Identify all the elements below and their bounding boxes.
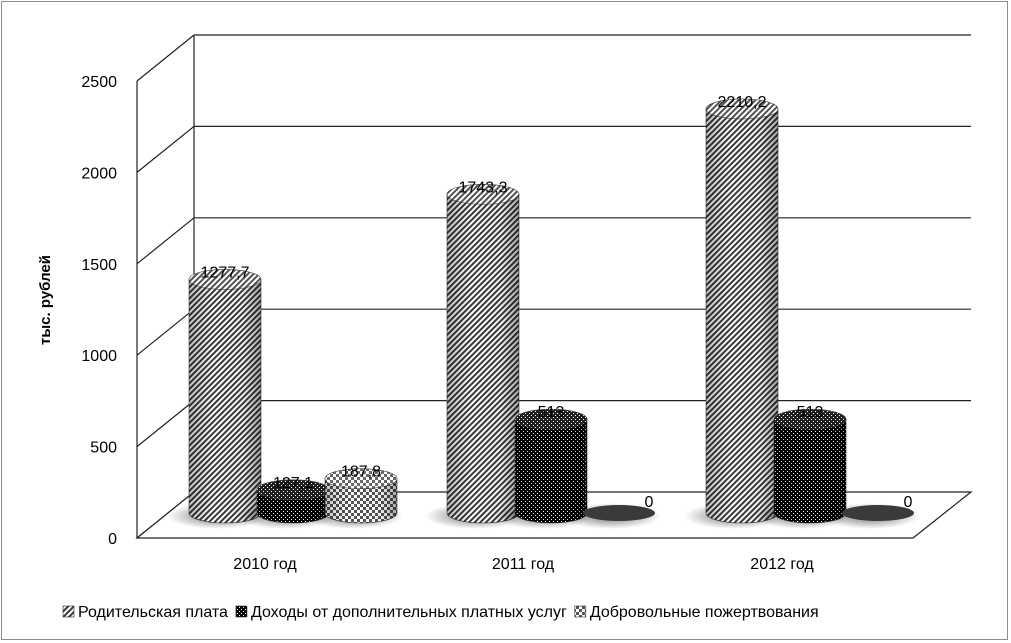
data-label: 127,1 — [273, 475, 313, 492]
legend-item: Родительская плата — [62, 604, 228, 621]
legend-label: Родительская плата — [78, 604, 228, 621]
bar-top — [773, 408, 847, 430]
bar-top — [324, 468, 398, 489]
gridline-side — [136, 125, 195, 173]
gridline-side — [136, 34, 195, 82]
bar-top-highlight — [257, 479, 329, 500]
data-label: 1277,7 — [201, 264, 250, 281]
bar: 0 — [820, 494, 920, 529]
bar: 513 — [752, 404, 852, 529]
data-label: 187,8 — [341, 464, 381, 481]
legend-label: Доходы от дополнительных платных услуг — [251, 604, 567, 621]
y-tick-label: 2000 — [81, 165, 117, 182]
legend-swatch — [62, 605, 75, 618]
gridline-side — [136, 400, 195, 448]
y-tick-label: 1000 — [81, 348, 117, 365]
legend-swatch — [574, 605, 587, 618]
bar: 1743,3 — [425, 179, 525, 529]
y-tick-label: 0 — [108, 531, 117, 548]
bar-top — [705, 98, 779, 120]
bar-top-highlight — [706, 98, 778, 119]
bar-top-highlight — [774, 409, 846, 430]
bar-shading — [447, 194, 519, 523]
data-label: 0 — [645, 494, 654, 511]
bars-layer: 1277,7 127,1 187,8 1743,3 513 0 2210,2 513 0 — [167, 94, 920, 529]
data-label: 0 — [904, 494, 913, 511]
data-label: 513 — [538, 404, 565, 421]
legend-item: Добровольные пожертвования — [574, 604, 819, 621]
y-axis-title: тыс. рублей — [37, 255, 54, 345]
bar-top-highlight — [515, 409, 587, 430]
y-axis: 0 500 1000 1500 2000 2500 тыс. рублей — [37, 74, 117, 548]
data-label: 2210,2 — [718, 94, 767, 111]
x-tick-label: 2012 год — [750, 556, 814, 573]
y-tick-label: 2500 — [81, 74, 117, 91]
bar: 187,8 — [303, 464, 403, 529]
legend: Родительская плата Доходы от дополнительн… — [62, 604, 819, 621]
data-label: 513 — [797, 404, 824, 421]
bar: 1277,7 — [167, 264, 267, 529]
bar-top — [188, 269, 262, 290]
x-axis: 2010 год 2011 год 2012 год — [233, 556, 814, 573]
bar-top — [446, 184, 520, 205]
bar-shading — [706, 108, 778, 524]
legend-item: Доходы от дополнительных платных услуг — [235, 604, 567, 621]
legend-swatch — [235, 605, 248, 618]
x-tick-label: 2011 год — [492, 556, 555, 573]
bar-top-highlight — [325, 468, 397, 489]
bar-shading — [325, 478, 397, 523]
bar-top — [514, 408, 588, 430]
data-label: 1743,3 — [459, 179, 508, 196]
bar: 0 — [561, 494, 661, 529]
x-tick-label: 2010 год — [233, 556, 297, 573]
bar-top-highlight — [447, 184, 519, 205]
bar-shading — [774, 419, 846, 523]
bar-zero-disc — [583, 505, 655, 521]
gridline-side — [136, 217, 195, 265]
y-tick-label: 500 — [90, 440, 117, 457]
y-tick-label: 1500 — [81, 257, 117, 274]
gridline-side — [136, 308, 195, 356]
bar-zero-disc — [842, 505, 914, 521]
bar-top-highlight — [189, 269, 261, 290]
bar-shading — [515, 419, 587, 523]
bar: 2210,2 — [684, 94, 784, 529]
legend-label: Добровольные пожертвования — [590, 604, 819, 621]
bar-shading — [189, 279, 261, 523]
